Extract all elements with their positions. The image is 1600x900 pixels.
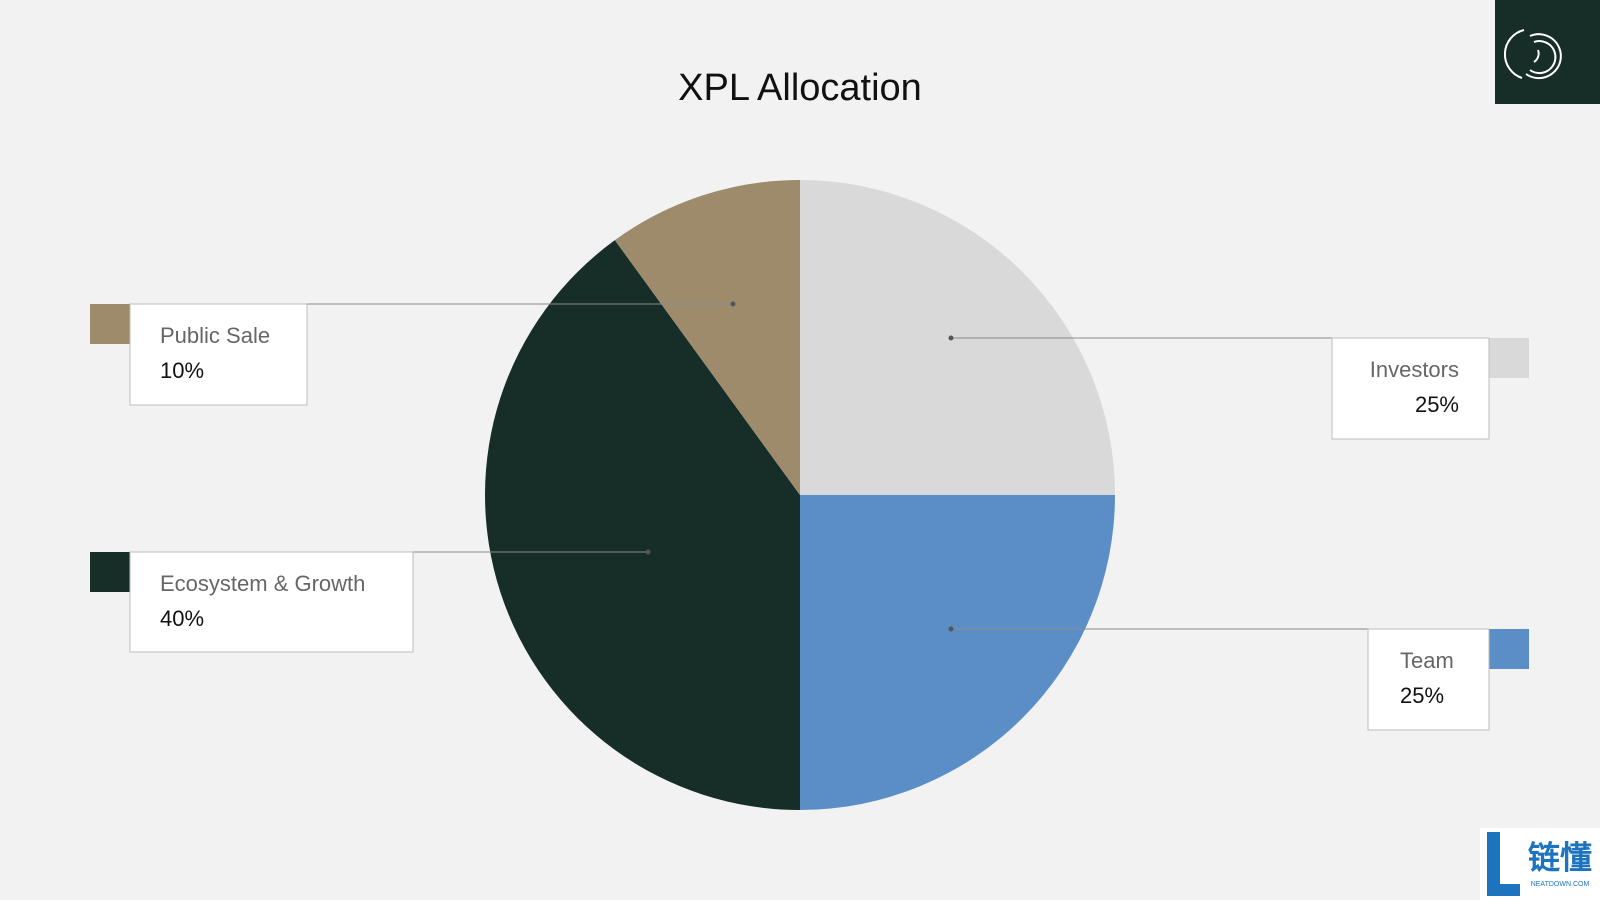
leader-dot — [645, 549, 651, 555]
label-box — [129, 303, 308, 406]
label-value: 25% — [1415, 392, 1459, 417]
watermark: 链懂 NEATDOWN.COM — [1480, 828, 1600, 900]
logo-icon — [1503, 29, 1562, 80]
legend-swatch — [90, 552, 130, 592]
leader-dot — [730, 301, 736, 307]
label-name: Team — [1400, 648, 1454, 673]
logo-background — [1495, 0, 1600, 104]
slice-label: Public Sale 10% — [90, 301, 736, 406]
legend-swatch — [90, 304, 130, 344]
watermark-subtext: NEATDOWN.COM — [1531, 881, 1590, 888]
slice-label: Team 25% — [948, 626, 1529, 731]
legend-swatch — [1489, 629, 1529, 669]
label-value: 25% — [1400, 683, 1444, 708]
label-value: 10% — [160, 358, 204, 383]
leader-dot — [948, 626, 954, 632]
leader-dot — [948, 335, 954, 341]
pie — [485, 180, 1115, 810]
pie-slice — [800, 495, 1115, 810]
slice-label: Ecosystem & Growth 40% — [90, 549, 651, 653]
pie-slice — [614, 180, 800, 495]
chart-title: XPL Allocation — [678, 67, 922, 109]
label-name: Ecosystem & Growth — [160, 571, 365, 596]
label-box — [1331, 337, 1490, 440]
legend-swatch — [1489, 338, 1529, 378]
label-box — [129, 551, 414, 653]
label-name: Investors — [1370, 357, 1459, 382]
label-name: Public Sale — [160, 323, 270, 348]
watermark-mark — [1487, 832, 1520, 896]
corner-logo — [1495, 0, 1600, 104]
label-value: 40% — [160, 606, 204, 631]
label-box — [1367, 628, 1490, 731]
watermark-text: 链懂 — [1528, 839, 1592, 875]
slice-label: Investors 25% — [948, 335, 1529, 440]
pie-slice — [485, 240, 800, 810]
